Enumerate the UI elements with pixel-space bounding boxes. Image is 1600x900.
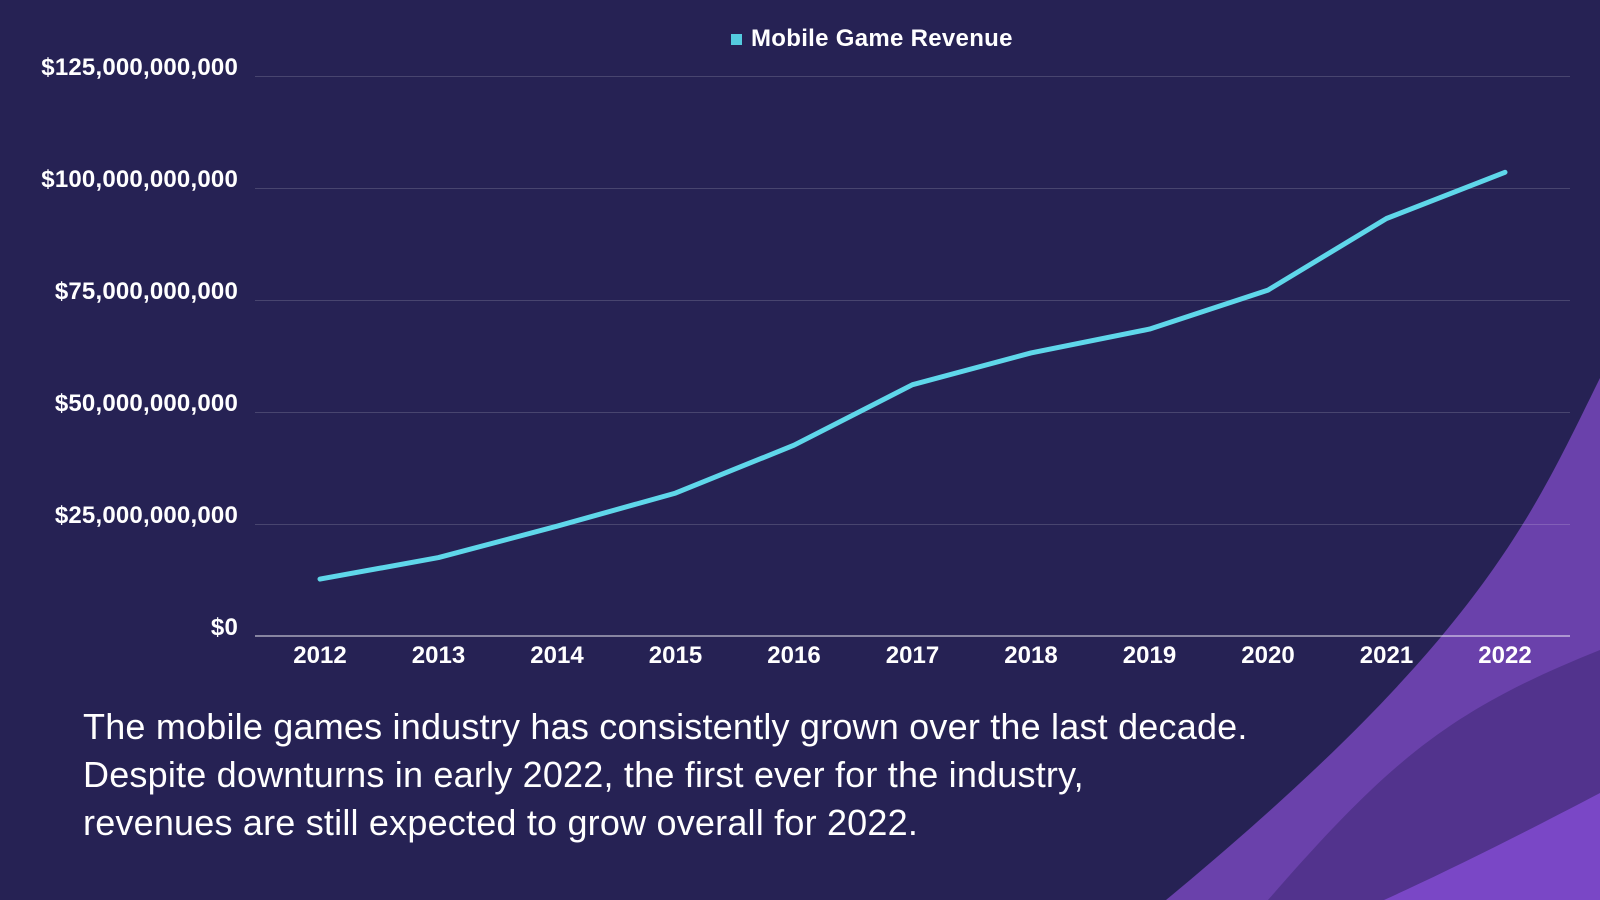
y-axis-tick-label: $0	[210, 614, 238, 641]
gridline	[255, 75, 1570, 77]
y-axis-tick-label: $75,000,000,000	[54, 278, 238, 305]
decoration-curve-corner	[1384, 793, 1600, 900]
x-axis-tick-label: 2014	[530, 642, 584, 669]
y-axis-tick-label: $125,000,000,000	[41, 54, 238, 81]
legend-label: Mobile Game Revenue	[751, 25, 1013, 52]
x-axis-tick-label: 2016	[767, 642, 821, 669]
gridline	[255, 299, 1570, 301]
caption-line: The mobile games industry has consistent…	[83, 706, 1248, 747]
x-axis-tick-label: 2013	[411, 642, 466, 669]
caption-line: revenues are still expected to grow over…	[83, 802, 919, 843]
x-axis-tick-label: 2019	[1122, 642, 1177, 669]
x-axis-tick-label: 2012	[293, 642, 347, 669]
revenue-line	[317, 169, 1508, 582]
gridline	[255, 523, 1570, 525]
x-axis-tick-label: 2020	[1241, 642, 1295, 669]
x-axis-tick-label: 2022	[1478, 642, 1532, 669]
gridline	[255, 187, 1570, 189]
y-axis-tick-label: $50,000,000,000	[54, 390, 238, 417]
x-axis-tick-label: 2015	[648, 642, 703, 669]
y-axis-tick-label: $25,000,000,000	[54, 502, 238, 529]
gridline	[255, 411, 1570, 413]
x-axis-tick-label: 2018	[1004, 642, 1058, 669]
x-axis-line	[255, 635, 1570, 637]
x-axis-tick-label: 2017	[885, 642, 940, 669]
legend: Mobile Game Revenue	[731, 25, 1013, 52]
y-axis-tick-label: $100,000,000,000	[41, 166, 238, 193]
legend-marker-icon	[731, 33, 742, 45]
caption: The mobile games industry has consistent…	[83, 703, 1248, 847]
x-axis-tick-label: 2021	[1359, 642, 1414, 669]
caption-line: Despite downturns in early 2022, the fir…	[83, 754, 1084, 795]
